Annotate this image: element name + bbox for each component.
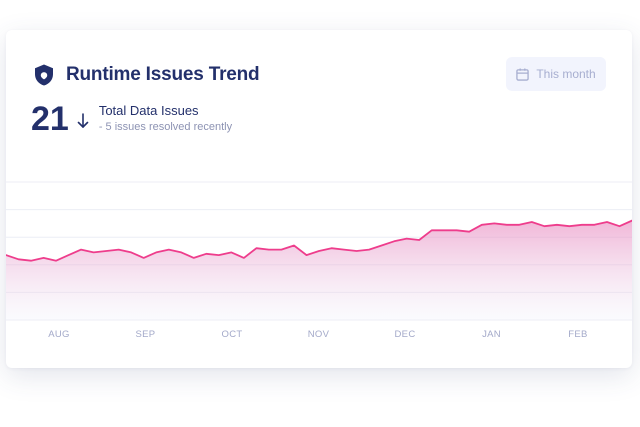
- period-select-button[interactable]: This month: [506, 57, 606, 91]
- card-header: Runtime Issues Trend: [32, 63, 260, 87]
- x-axis-label-sep: SEP: [136, 329, 156, 340]
- shield-icon: [35, 64, 53, 86]
- metric-label: Total Data Issues: [98, 103, 199, 118]
- arrow-down-icon: [77, 113, 89, 128]
- x-axis-label-dec: DEC: [395, 329, 416, 340]
- runtime-issues-card: Runtime Issues Trend This month 21 Total…: [6, 30, 632, 368]
- x-axis-label-jan: JAN: [482, 329, 501, 340]
- card-title: Runtime Issues Trend: [66, 64, 260, 85]
- chart-line: [6, 219, 632, 262]
- period-select-label: This month: [536, 67, 596, 81]
- issues-trend-chart: AUG SEP OCT NOV DEC JAN FEB: [6, 181, 632, 340]
- x-axis-label-oct: OCT: [222, 329, 243, 340]
- x-axis-label-aug: AUG: [48, 329, 70, 340]
- x-axis-label-feb: FEB: [568, 329, 587, 340]
- metric-text: Total Data Issues - 5 issues resolved re…: [99, 103, 232, 133]
- metric-value: 21: [31, 100, 69, 138]
- metric-summary: 21 Total Data Issues - 5 issues resolved…: [31, 100, 232, 138]
- x-axis-label-nov: NOV: [308, 329, 330, 340]
- metric-sublabel: - 5 issues resolved recently: [98, 121, 233, 133]
- chart-area: [6, 220, 632, 320]
- x-axis-labels: AUG SEP OCT NOV DEC JAN FEB: [48, 329, 587, 340]
- calendar-icon: [516, 67, 530, 81]
